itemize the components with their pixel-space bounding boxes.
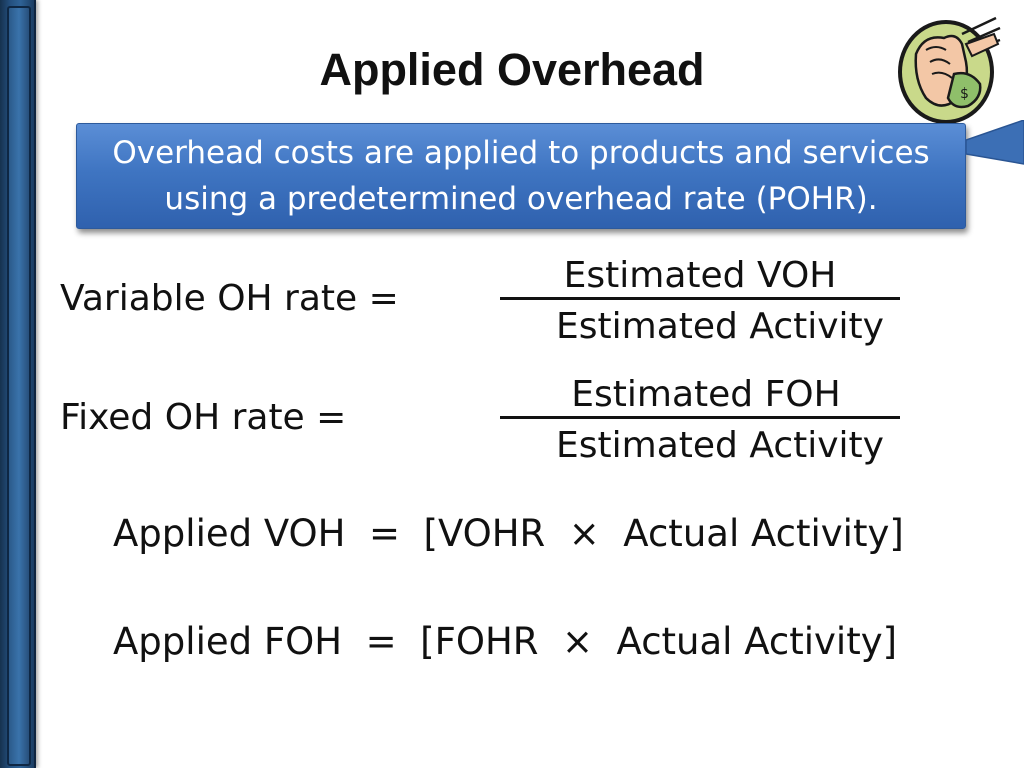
variable-oh-rate-label: Variable OH rate = [60,278,399,319]
side-bar-inner [7,6,31,766]
svg-text:$: $ [960,86,969,102]
variable-oh-denominator: Estimated Activity [556,306,884,347]
banner-line-2: using a predetermined overhead rate (POH… [164,181,878,217]
definition-banner: Overhead costs are applied to products a… [76,123,966,229]
applied-voh-formula: Applied VOH = [VOHR × Actual Activity] [113,512,904,555]
banner-arrow-icon [966,120,1024,165]
fixed-oh-numerator: Estimated FOH [571,374,841,415]
fixed-oh-fraction-bar [500,416,900,419]
banner-line-1: Overhead costs are applied to products a… [112,135,930,171]
fixed-oh-rate-label: Fixed OH rate = [60,397,347,438]
slide-title: Applied Overhead [319,44,705,95]
variable-oh-fraction-bar [500,297,900,300]
slide-side-bar [0,0,36,768]
fixed-oh-denominator: Estimated Activity [556,425,884,466]
money-hand-clipart-icon: $ [898,16,1001,124]
applied-foh-formula: Applied FOH = [FOHR × Actual Activity] [113,620,898,663]
variable-oh-numerator: Estimated VOH [563,255,837,296]
